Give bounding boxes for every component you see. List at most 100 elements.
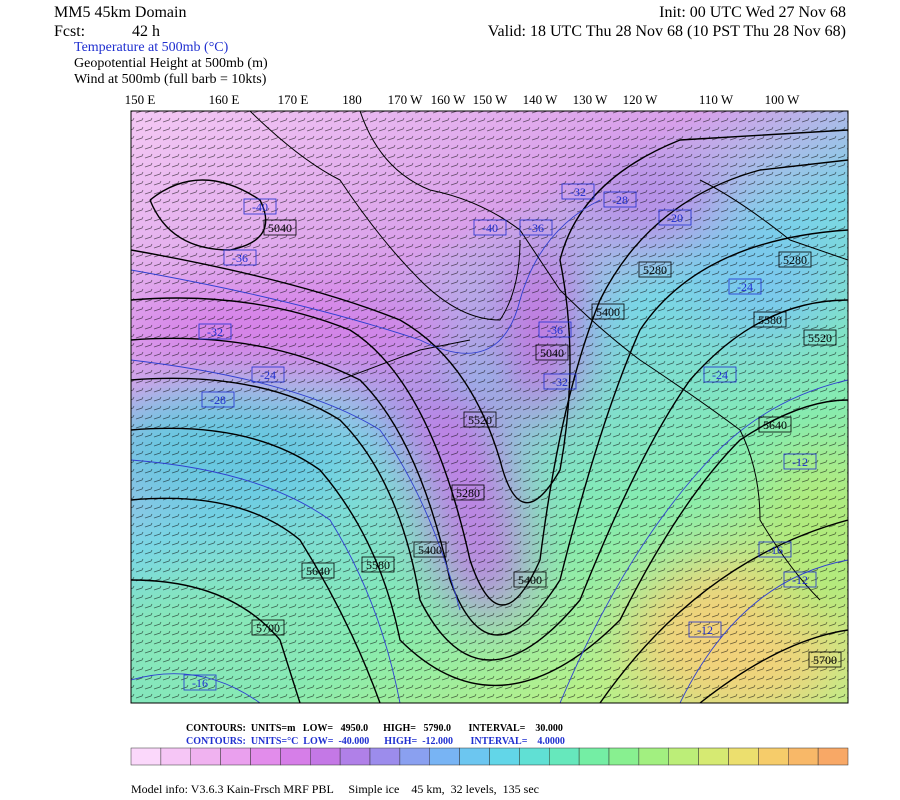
height-label-box: [451, 484, 485, 501]
field-wind: Wind at 500mb (full barb = 10kts): [74, 72, 267, 87]
temperature-label-text: -20: [667, 211, 683, 225]
color-swatch: [190, 747, 221, 766]
height-label-text: 5520: [808, 331, 832, 345]
temperature-label-text: -40: [252, 200, 268, 214]
temperature-label-text: -12: [697, 623, 713, 637]
temperature-label: -16: [758, 541, 792, 558]
height-label: 5640: [301, 562, 335, 579]
height-label-text: 5640: [763, 418, 787, 432]
temperature-label-text: -40: [482, 221, 498, 235]
temperature-label-text: -16: [192, 676, 208, 690]
temperature-label-text: -28: [612, 193, 628, 207]
height-label: 5640: [758, 416, 792, 433]
temperature-label-box: [538, 321, 572, 338]
color-swatch: [578, 747, 610, 766]
longitude-labels: 150 E 160 E 170 E 180 170 W 160 W 150 W 140 W 13…: [125, 92, 800, 107]
temperature-label: -24: [728, 278, 762, 295]
contour-labels: 5040 5280 5400 5040 5280 5520 5580 5640 5520 5280…: [183, 183, 842, 691]
height-label-box: [361, 556, 395, 573]
temperature-label: -36: [519, 219, 553, 236]
height-label-text: 5040: [268, 221, 292, 235]
temperature-label-text: -12: [792, 455, 808, 469]
temperature-label: -28: [603, 191, 637, 208]
height-label-box: [758, 416, 792, 433]
title: MM5 45km Domain: [54, 4, 186, 21]
height-label: 5700: [251, 619, 285, 636]
height-label-text: 5400: [518, 573, 542, 587]
height-label-box: [463, 411, 497, 428]
model-info: Model info: V3.6.3 Kain-Frsch MRF PBL Si…: [131, 782, 539, 796]
temperature-label: -36: [538, 321, 572, 338]
height-label: 5280: [778, 251, 812, 268]
color-swatch: [250, 747, 281, 766]
longitude-label: 150 E: [125, 92, 156, 107]
temperature-label-box: [561, 183, 595, 200]
height-label-box: [591, 303, 625, 320]
color-swatch: [280, 747, 311, 766]
height-label-text: 5520: [468, 413, 492, 427]
longitude-label: 140 W: [523, 92, 559, 107]
height-contours: [131, 129, 848, 703]
longitude-label: 130 W: [573, 92, 609, 107]
height-label: 5580: [753, 311, 787, 328]
height-label-box: [263, 219, 297, 236]
height-label-text: 5280: [783, 253, 807, 267]
height-label-box: [753, 311, 787, 328]
temperature-label-box: [758, 541, 792, 558]
temperature-label-text: -36: [232, 251, 248, 265]
map-area: 5040 5280 5400 5040 5280 5520 5580 5640 5520 5280…: [131, 111, 848, 703]
temperature-label-box: [201, 391, 235, 408]
height-label: 5040: [263, 219, 297, 236]
longitude-label: 160 W: [431, 92, 467, 107]
valid-time: Valid: 18 UTC Thu 28 Nov 68 (10 PST Thu …: [488, 23, 846, 40]
height-label: 5400: [513, 571, 547, 588]
longitude-label: 120 W: [623, 92, 659, 107]
color-swatch: [519, 747, 550, 766]
height-label: 5400: [413, 541, 447, 558]
temperature-label-text: -32: [570, 185, 586, 199]
color-swatch: [489, 747, 520, 766]
height-label: 5580: [361, 556, 395, 573]
height-label-text: 5700: [256, 621, 280, 635]
color-swatch: [788, 747, 819, 766]
color-swatch: [310, 747, 341, 766]
height-label-text: 5640: [306, 564, 330, 578]
color-swatch: [399, 747, 430, 766]
longitude-label: 180: [342, 92, 362, 107]
init-time: Init: 00 UTC Wed 27 Nov 68: [659, 4, 846, 21]
height-label-text: 5280: [456, 486, 480, 500]
height-label-text: 5040: [540, 346, 564, 360]
color-swatch: [459, 747, 490, 766]
temperature-label: -24: [251, 366, 285, 383]
height-label: 5280: [451, 484, 485, 501]
temperature-label: -12: [783, 571, 817, 588]
longitude-label: 100 W: [765, 92, 801, 107]
temperature-label-box: [783, 453, 817, 470]
height-label: 5400: [591, 303, 625, 320]
temperature-label: -40: [473, 219, 507, 236]
height-label-text: 5700: [813, 653, 837, 667]
color-swatch: [668, 747, 699, 766]
height-label-text: 5400: [596, 305, 620, 319]
temperature-label: -32: [198, 323, 232, 340]
color-bar: [130, 747, 849, 766]
temperature-label: -12: [688, 621, 722, 638]
temperature-label: -20: [658, 209, 692, 226]
longitude-label: 170 E: [278, 92, 309, 107]
temperature-label: -24: [703, 366, 737, 383]
color-swatch: [429, 747, 460, 766]
wind-barbs: [131, 111, 848, 703]
color-swatch: [220, 747, 251, 766]
field-temperature: Temperature at 500mb (°C): [74, 40, 229, 55]
temperature-label-box: [519, 219, 553, 236]
color-swatch: [130, 747, 162, 766]
temperature-label-text: -36: [528, 221, 544, 235]
color-swatch: [698, 747, 729, 766]
temperature-label-text: -24: [712, 368, 728, 382]
color-swatch: [728, 747, 759, 766]
color-swatch: [817, 747, 849, 766]
height-label-box: [778, 251, 812, 268]
temperature-contours: [131, 199, 848, 703]
temperature-label: -28: [201, 391, 235, 408]
longitude-label: 150 W: [473, 92, 509, 107]
